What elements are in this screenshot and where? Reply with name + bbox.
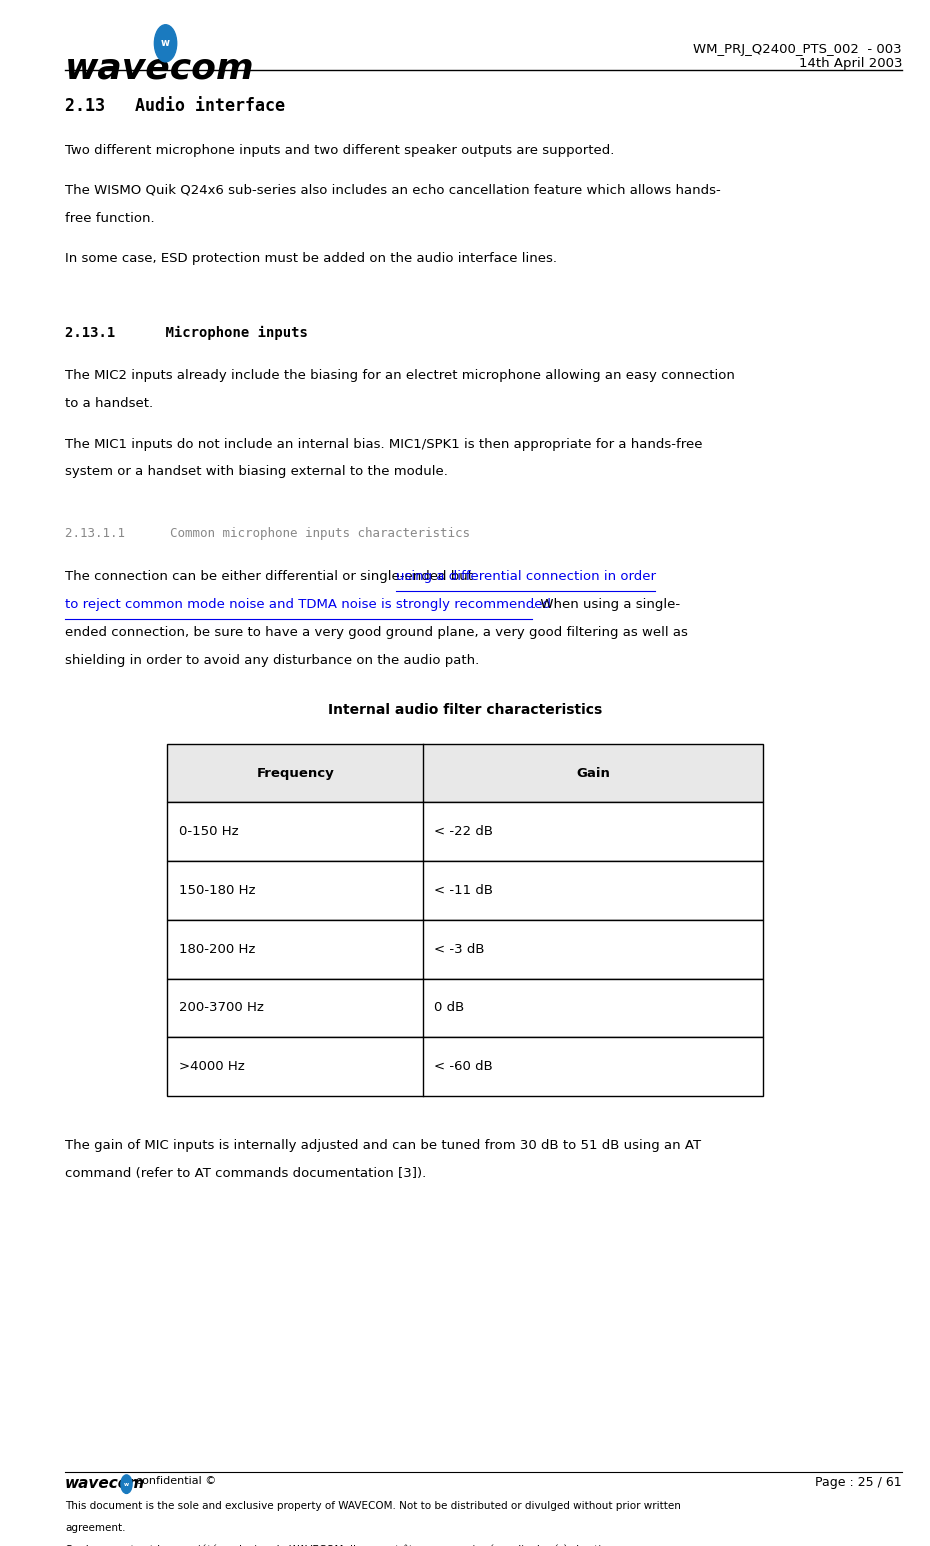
Text: This document is the sole and exclusive property of WAVECOM. Not to be distribut: This document is the sole and exclusive … — [65, 1501, 681, 1510]
Text: wavecom: wavecom — [65, 1476, 145, 1492]
Text: 2.13.1.1      Common microphone inputs characteristics: 2.13.1.1 Common microphone inputs charac… — [65, 527, 470, 540]
Text: to reject common mode noise and TDMA noise is strongly recommended: to reject common mode noise and TDMA noi… — [65, 598, 551, 611]
Bar — [167, 920, 763, 979]
Circle shape — [154, 25, 177, 62]
Text: wavecom: wavecom — [65, 51, 255, 85]
Text: system or a handset with biasing external to the module.: system or a handset with biasing externa… — [65, 465, 448, 478]
Text: confidential ©: confidential © — [136, 1476, 216, 1486]
Text: 2.13.1      Microphone inputs: 2.13.1 Microphone inputs — [65, 326, 308, 340]
Bar — [167, 1037, 763, 1096]
Text: free function.: free function. — [65, 212, 154, 224]
Text: The connection can be either differential or single-ended but: The connection can be either differentia… — [65, 570, 477, 583]
Text: 0 dB: 0 dB — [434, 1002, 465, 1014]
Text: Gain: Gain — [576, 767, 610, 779]
Text: Two different microphone inputs and two different speaker outputs are supported.: Two different microphone inputs and two … — [65, 144, 615, 156]
Text: . When using a single-: . When using a single- — [532, 598, 680, 611]
Text: 14th April 2003: 14th April 2003 — [799, 57, 902, 70]
Text: Ce document est la propriété exclusive de WAVECOM. Il ne peut être communiqué ou: Ce document est la propriété exclusive d… — [65, 1544, 667, 1546]
Text: Internal audio filter characteristics: Internal audio filter characteristics — [328, 703, 602, 717]
Bar — [167, 861, 763, 920]
Text: < -22 dB: < -22 dB — [434, 826, 494, 838]
Text: 200-3700 Hz: 200-3700 Hz — [179, 1002, 263, 1014]
Text: < -60 dB: < -60 dB — [434, 1061, 493, 1073]
Bar — [167, 979, 763, 1037]
Text: 0-150 Hz: 0-150 Hz — [179, 826, 238, 838]
Text: ended connection, be sure to have a very good ground plane, a very good filterin: ended connection, be sure to have a very… — [65, 626, 688, 638]
Text: The MIC1 inputs do not include an internal bias. MIC1/SPK1 is then appropriate f: The MIC1 inputs do not include an intern… — [65, 438, 702, 450]
Text: using a differential connection in order: using a differential connection in order — [396, 570, 657, 583]
Text: < -3 dB: < -3 dB — [434, 943, 485, 955]
Bar — [167, 802, 763, 861]
Text: Frequency: Frequency — [257, 767, 334, 779]
Text: < -11 dB: < -11 dB — [434, 884, 494, 897]
Text: 150-180 Hz: 150-180 Hz — [179, 884, 255, 897]
Text: command (refer to AT commands documentation [3]).: command (refer to AT commands documentat… — [65, 1167, 426, 1180]
Text: WM_PRJ_Q2400_PTS_002  - 003: WM_PRJ_Q2400_PTS_002 - 003 — [694, 43, 902, 56]
Text: w: w — [124, 1481, 129, 1487]
Bar — [167, 744, 763, 802]
Text: >4000 Hz: >4000 Hz — [179, 1061, 245, 1073]
Text: shielding in order to avoid any disturbance on the audio path.: shielding in order to avoid any disturba… — [65, 654, 479, 666]
Text: In some case, ESD protection must be added on the audio interface lines.: In some case, ESD protection must be add… — [65, 252, 557, 264]
Text: The gain of MIC inputs is internally adjusted and can be tuned from 30 dB to 51 : The gain of MIC inputs is internally adj… — [65, 1139, 701, 1152]
Text: The WISMO Quik Q24x6 sub-series also includes an echo cancellation feature which: The WISMO Quik Q24x6 sub-series also inc… — [65, 184, 721, 196]
Text: 2.13   Audio interface: 2.13 Audio interface — [65, 97, 286, 116]
Text: to a handset.: to a handset. — [65, 397, 153, 410]
Text: The MIC2 inputs already include the biasing for an electret microphone allowing : The MIC2 inputs already include the bias… — [65, 369, 735, 382]
Circle shape — [121, 1475, 132, 1493]
Text: w: w — [161, 39, 170, 48]
Text: Page : 25 / 61: Page : 25 / 61 — [816, 1476, 902, 1489]
Text: agreement.: agreement. — [65, 1523, 126, 1532]
Text: 180-200 Hz: 180-200 Hz — [179, 943, 255, 955]
